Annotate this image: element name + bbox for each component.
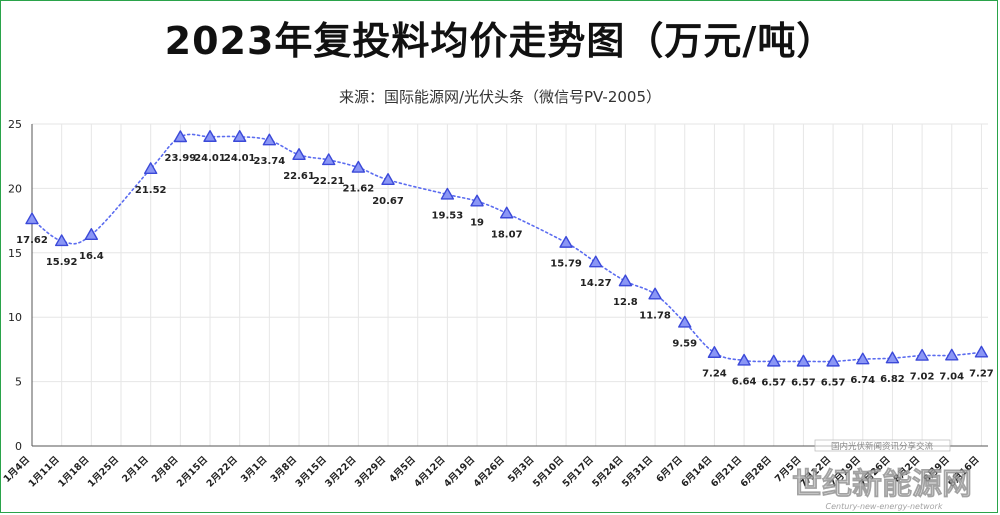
data-label: 6.74 [850,375,875,386]
data-point-marker [203,130,217,142]
data-point-marker [262,133,277,146]
data-point-marker [381,173,395,185]
y-tick-label: 20 [8,182,22,195]
x-tick-label: 1月11日 [27,454,62,489]
data-label: 23.74 [254,156,286,167]
data-label: 12.8 [613,297,638,308]
data-point-marker [767,354,781,367]
data-label: 14.27 [580,278,612,289]
data-point-marker [915,348,929,361]
data-point-marker [84,228,99,240]
data-label: 7.24 [702,369,727,380]
chart-title: 2023年复投料均价走势图（万元/吨） [164,19,836,63]
data-label: 7.02 [910,372,935,383]
grid-lines [31,123,988,446]
data-labels: 17.6215.9216.421.5223.9924.0124.0123.742… [16,153,994,389]
data-point-marker [292,148,306,160]
data-point-marker [470,194,484,207]
data-label: 20.67 [372,196,404,207]
data-point-marker [322,153,336,166]
x-tick-label: 5月24日 [590,454,625,489]
x-tick-label: 1月25日 [86,454,121,489]
data-point-marker [25,212,39,225]
y-tick-label: 15 [8,247,22,260]
y-tick-label: 25 [8,118,22,131]
data-label: 17.62 [16,235,48,246]
watermark-top-text: 国内光伏新闻资讯分享交流 [831,441,934,452]
data-point-marker [856,352,870,365]
data-point-marker [737,353,751,366]
data-label: 15.79 [550,259,582,270]
data-label: 15.92 [46,257,78,268]
data-point-marker [826,354,840,367]
x-tick-label: 2月1日 [120,454,151,485]
data-label: 21.62 [343,184,375,195]
x-tick-label: 5月31日 [620,454,655,489]
data-label: 22.21 [313,176,345,187]
x-tick-label: 4月26日 [472,454,507,489]
data-label: 24.01 [194,153,226,164]
data-point-marker [648,287,662,300]
data-label: 6.57 [761,377,786,388]
data-label: 6.57 [821,377,846,388]
data-point-marker [707,346,722,358]
data-point-marker [500,206,514,219]
data-point-marker [232,130,247,142]
x-tick-label: 2月15日 [175,454,210,489]
data-point-marker [678,315,692,328]
data-point-marker [54,234,69,247]
data-point-marker [945,348,959,361]
data-label: 7.04 [939,371,964,382]
chart-subtitle: 来源：国际能源网/光伏头条（微信号PV-2005） [338,88,662,106]
data-label: 23.99 [165,153,197,164]
data-label: 19.53 [432,210,464,221]
data-point-marker [351,160,366,173]
watermark-main-text: 世纪新能源网 [792,467,972,502]
x-tick-label: 4月19日 [442,454,477,489]
x-tick-label: 3月1日 [239,454,270,485]
x-tick-label: 3月22日 [323,454,358,489]
y-tick-label: 0 [15,440,22,453]
data-label: 24.01 [224,153,256,164]
y-tick-label: 10 [8,311,22,324]
data-point-marker [173,130,188,143]
data-point-marker [440,187,455,200]
data-point-marker [796,354,811,367]
data-label: 6.82 [880,374,905,385]
data-label: 11.78 [639,310,671,321]
watermark-url-text: Century-new-energy-network [826,502,943,511]
x-tick-label: 3月29日 [353,454,388,489]
data-label: 22.61 [283,171,315,182]
data-point-marker [559,235,573,248]
data-markers [25,130,989,367]
data-point-marker [618,274,633,287]
x-tick-label: 4月12日 [412,454,447,489]
watermark: 国内光伏新闻资讯分享交流 世纪新能源网 Century-new-energy-n… [792,439,972,511]
data-label: 9.59 [672,338,697,349]
data-label: 19 [470,217,484,228]
data-label: 6.64 [732,376,757,387]
x-tick-label: 6月21日 [709,454,744,489]
data-point-marker [589,255,603,268]
data-point-marker [974,345,989,358]
data-label: 18.07 [491,229,523,240]
x-tick-label: 5月17日 [561,454,596,489]
x-tick-label: 3月15日 [294,454,329,489]
data-label: 21.52 [135,185,167,196]
x-tick-label: 1月18日 [56,454,91,489]
y-tick-label: 5 [15,376,22,389]
data-label: 6.57 [791,377,816,388]
data-label: 16.4 [79,251,104,262]
data-label: 7.27 [969,368,994,379]
x-tick-label: 5月10日 [531,454,566,489]
data-point-marker [143,162,158,175]
x-tick-label: 6月28日 [739,454,774,489]
x-tick-label: 6月14日 [679,454,714,489]
data-point-marker [885,351,900,364]
x-tick-label: 2月22日 [205,454,240,489]
